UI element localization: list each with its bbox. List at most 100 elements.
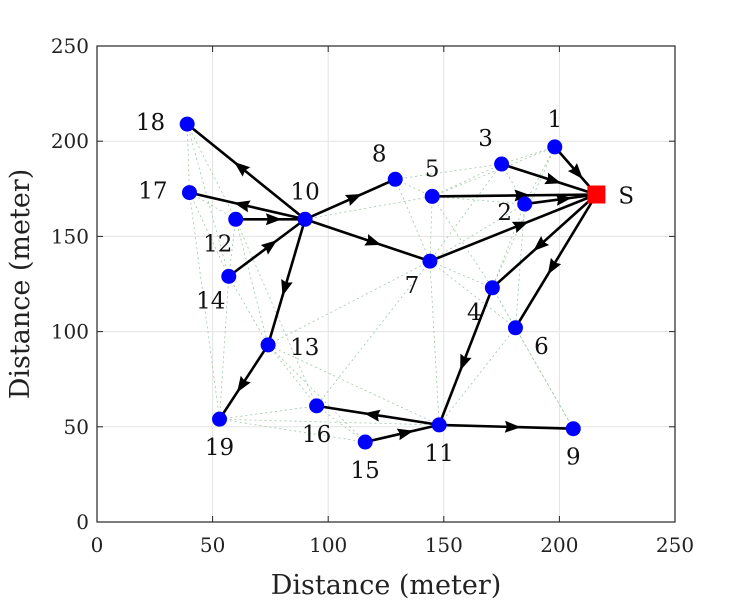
y-tick-label: 200	[51, 129, 89, 153]
candidate-link	[438, 327, 516, 426]
route-edge	[266, 218, 307, 346]
node-label-15: 15	[351, 458, 380, 484]
sink-node	[587, 185, 606, 204]
candidate-link	[267, 260, 431, 346]
candidate-link	[501, 146, 555, 165]
candidate-link	[429, 203, 525, 262]
route-arrowhead	[363, 409, 381, 422]
node-label-9: 9	[566, 445, 581, 471]
node-label-7: 7	[405, 273, 420, 299]
candidate-link	[432, 146, 555, 197]
node-label-4: 4	[467, 300, 482, 326]
sensor-node-9	[565, 421, 581, 437]
node-label-18: 18	[136, 110, 165, 136]
route-edge	[186, 123, 306, 221]
sensor-node-6	[507, 320, 523, 336]
node-label-8: 8	[372, 141, 387, 167]
candidate-link	[219, 276, 230, 420]
sensor-node-13	[260, 337, 276, 353]
candidate-link	[429, 260, 516, 329]
y-tick-label: 100	[51, 320, 89, 344]
route-arrowhead	[544, 172, 562, 185]
route-edge	[514, 193, 598, 329]
sensor-node-1	[547, 139, 563, 155]
candidate-link	[186, 124, 190, 193]
node-label-16: 16	[302, 422, 331, 448]
candidate-link	[305, 196, 433, 220]
sensor-node-11	[431, 417, 447, 433]
sensor-node-18	[179, 116, 195, 132]
candidate-link	[431, 196, 493, 289]
route-arrowhead	[533, 236, 550, 252]
y-tick-label: 50	[64, 415, 89, 439]
sensor-node-8	[387, 171, 403, 187]
y-axis-label: Distance (meter)	[5, 169, 36, 400]
x-tick-label: 50	[200, 533, 225, 557]
route-arrowhead	[344, 194, 362, 207]
route-arrowhead	[396, 428, 414, 441]
x-tick-label: 250	[656, 533, 694, 557]
candidate-link	[491, 146, 556, 288]
route-arrowhead	[237, 375, 251, 393]
route-arrowhead	[504, 420, 521, 433]
candidate-link	[219, 405, 317, 420]
route-arrowhead	[364, 234, 382, 246]
sensor-node-15	[357, 434, 373, 450]
route-arrowhead	[514, 189, 531, 202]
candidate-link	[429, 260, 493, 289]
y-tick-label: 0	[76, 510, 89, 534]
candidate-link	[267, 344, 440, 426]
node-label-12: 12	[203, 231, 232, 257]
route-arrowhead	[265, 213, 282, 226]
route-arrowhead	[260, 240, 278, 255]
sensor-node-3	[494, 156, 510, 172]
route-arrowhead	[460, 353, 472, 371]
sensor-node-5	[424, 188, 440, 204]
sensor-node-17	[181, 185, 197, 201]
node-label-10: 10	[290, 179, 319, 205]
route-edge	[304, 218, 431, 263]
x-tick-label: 100	[309, 533, 347, 557]
node-label-2: 2	[497, 200, 512, 226]
candidate-link	[429, 196, 433, 262]
candidate-link	[429, 261, 440, 425]
axis-ticks: 0 50 100 150 200 250 0 50 100 150 200 250	[51, 34, 694, 557]
node-label-1: 1	[547, 107, 562, 133]
candidate-link	[316, 405, 366, 443]
candidate-link	[429, 163, 502, 262]
y-tick-label: 150	[51, 224, 89, 248]
route-arrowhead	[511, 221, 529, 234]
candidate-link	[186, 123, 230, 277]
sensor-node-19	[212, 411, 228, 427]
x-tick-label: 200	[540, 533, 578, 557]
route-arrowhead	[281, 279, 293, 297]
sensor-node-12	[228, 211, 244, 227]
sensor-node-7	[422, 253, 438, 269]
candidate-link	[316, 260, 431, 407]
plot-frame	[96, 45, 676, 523]
sensor-node-16	[309, 398, 325, 414]
route-arrowhead	[547, 257, 562, 275]
plot-background	[97, 46, 675, 522]
candidate-link	[228, 276, 269, 346]
candidate-link	[235, 219, 318, 407]
route-arrowhead	[233, 200, 251, 213]
candidate-link	[432, 196, 525, 205]
sensor-node-2	[517, 196, 533, 212]
node-label-11: 11	[425, 441, 454, 467]
route-edge	[316, 404, 440, 427]
route-edge	[439, 423, 574, 431]
node-label-13: 13	[290, 335, 319, 361]
sink-label: S	[618, 184, 634, 210]
candidate-link	[189, 192, 236, 220]
route-edge	[437, 287, 494, 426]
candidate-link	[189, 192, 230, 277]
node-label-17: 17	[138, 179, 167, 205]
route-arrowhead	[567, 163, 583, 180]
node-label-3: 3	[478, 126, 493, 152]
sensor-node-4	[484, 280, 500, 296]
node-label-5: 5	[425, 156, 440, 182]
candidate-link	[524, 146, 556, 205]
